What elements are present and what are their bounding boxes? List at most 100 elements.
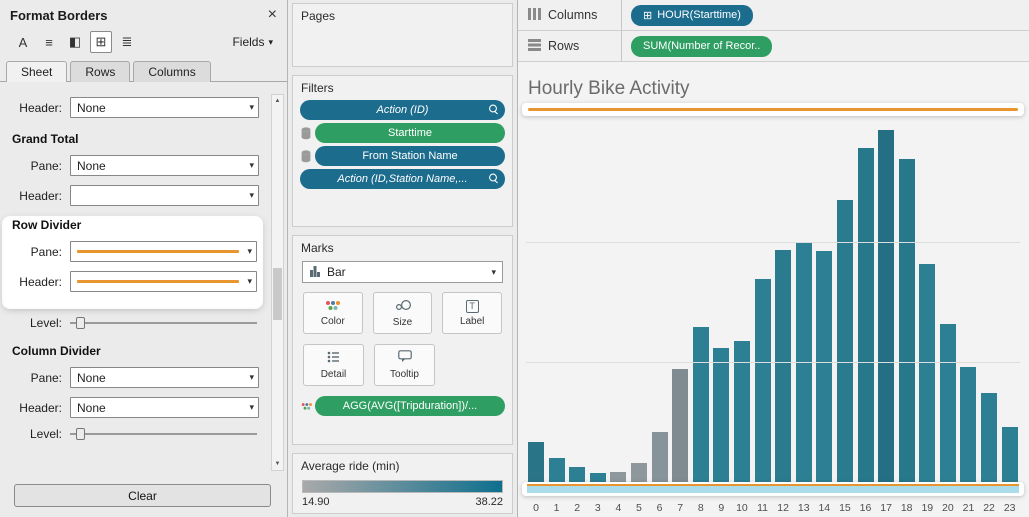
mark-type-dropdown[interactable]: Bar ▾ [302,261,503,283]
bar-hour-6[interactable] [651,432,668,482]
bar-hour-10[interactable] [733,340,750,482]
format-panel-titlebar: Format Borders × [0,0,287,26]
tab-rows[interactable]: Rows [70,61,131,82]
bar-hour-19[interactable] [919,264,936,482]
pane-label: Pane: [30,244,62,259]
slider-thumb[interactable] [76,317,85,329]
bar-hour-5[interactable] [630,462,647,482]
fields-dropdown[interactable]: Fields ▾ [228,33,277,51]
scroll-down-icon[interactable]: ▼ [274,461,281,467]
bar-hour-4[interactable] [610,471,627,482]
bar-hour-20[interactable] [939,324,956,482]
tab-sheet[interactable]: Sheet [6,61,68,82]
button-label: Label [459,315,485,327]
pill-label: Action (ID) [376,104,429,116]
row-divider-pane-dropdown[interactable]: ▾ [70,241,257,262]
bar-hour-23[interactable] [1001,426,1018,482]
scrollbar-thumb[interactable] [273,267,282,320]
bar-hour-17[interactable] [878,130,895,482]
gridline [526,242,1020,244]
clear-button[interactable]: Clear [14,484,271,507]
borders-icon[interactable]: ⊞ [90,31,112,53]
filters-card: Filters Action (ID) Starttime [292,75,513,227]
font-icon[interactable]: A [18,34,28,50]
legend-gradient[interactable] [302,480,503,493]
rows-shelf[interactable]: Rows SUM(Number of Recor.. [518,31,1029,62]
x-tick-16: 16 [859,502,872,514]
size-button[interactable]: Size [372,292,433,334]
shading-icon[interactable]: ◧ [68,34,82,49]
header-label: Header: [19,400,62,415]
filter-pill[interactable]: Action (ID) [300,100,505,120]
chevron-down-icon: ▾ [249,160,254,170]
button-label: Size [392,316,413,328]
label-button[interactable]: T Label [442,292,503,334]
grand-total-pane-dropdown[interactable]: None ▾ [70,155,259,176]
gridline [526,362,1020,364]
chevron-down-icon: ▾ [249,402,254,412]
grand-total-section-title: Grand Total [12,132,79,146]
column-divider-level-slider[interactable] [70,427,257,441]
column-divider-header-row: Header: None ▾ [8,397,259,418]
tab-columns[interactable]: Columns [133,61,211,82]
encoding-pill[interactable]: AGG(AVG([Tripduration])/... [315,396,505,416]
filter-pill[interactable]: Starttime [315,123,505,143]
pill-label: HOUR(Starttime) [657,9,741,21]
bar-hour-21[interactable] [960,367,977,482]
dropdown-value: None [77,370,106,385]
bar-hour-18[interactable] [898,159,915,482]
columns-shelf[interactable]: Columns ⊞ HOUR(Starttime) [518,0,1029,31]
row-divider-pane-row: Pane: ▾ [8,241,257,262]
bar-hour-9[interactable] [713,348,730,482]
row-divider-header-dropdown[interactable]: ▾ [70,271,257,292]
legend-labels: 14.90 38.22 [302,496,503,508]
bar-hour-2[interactable] [569,466,586,482]
bar-hour-13[interactable] [795,242,812,482]
column-divider-header-dropdown[interactable]: None ▾ [70,397,259,418]
bar-hour-0[interactable] [528,441,544,482]
pill-label: Action (ID,Station Name,... [337,173,468,185]
tooltip-button[interactable]: Tooltip [374,344,435,386]
mark-type-value: Bar [327,265,346,279]
bar-hour-3[interactable] [589,473,606,482]
bar-hour-22[interactable] [981,393,998,482]
alignment-icon[interactable]: ≡ [45,34,53,50]
worksheet-area: Columns ⊞ HOUR(Starttime) Rows SUM(Numbe… [518,0,1029,517]
column-divider-pane-dropdown[interactable]: None ▾ [70,367,259,388]
row-divider-level-slider[interactable] [70,316,257,330]
bar-hour-14[interactable] [816,250,833,482]
scroll-up-icon[interactable]: ▲ [274,98,281,104]
scrollbar[interactable]: ▲ ▼ [271,94,284,471]
fields-label: Fields [232,35,265,49]
filter-pill[interactable]: Action (ID,Station Name,... [300,169,505,189]
columns-shelf-label: Columns [518,0,622,30]
bar-hour-1[interactable] [548,458,565,482]
rows-pill[interactable]: SUM(Number of Recor.. [631,35,773,57]
bar-hour-15[interactable] [836,200,853,482]
column-divider-section-title: Column Divider [12,344,101,358]
lines-icon[interactable]: ≣ [121,34,133,49]
detail-button[interactable]: Detail [303,344,364,386]
chevron-down-icon: ▾ [268,36,273,47]
marks-button-row: Detail Tooltip [303,344,502,386]
filter-pill-row: Starttime [300,123,505,143]
marks-card: Marks Bar ▾ Color [292,235,513,445]
grand-total-header-dropdown[interactable]: ▾ [70,185,259,206]
bar-hour-11[interactable] [754,279,771,482]
chevron-down-icon: ▾ [249,372,254,382]
filter-pill[interactable]: From Station Name [315,146,505,166]
close-icon[interactable]: × [267,6,277,23]
bar-hour-16[interactable] [857,147,874,482]
detail-icon [327,351,340,366]
bar-hour-8[interactable] [692,327,709,482]
format-tabs: Sheet Rows Columns [0,56,287,82]
x-tick-0: 0 [533,502,539,514]
slider-thumb[interactable] [76,428,85,440]
dropdown-value: None [77,158,106,173]
columns-pill[interactable]: ⊞ HOUR(Starttime) [631,4,753,26]
bar-hour-12[interactable] [775,249,792,482]
color-button[interactable]: Color [303,292,363,334]
bar-hour-7[interactable] [672,369,689,482]
panel-title: Format Borders [10,7,108,23]
header-style-dropdown[interactable]: None ▾ [70,97,259,118]
